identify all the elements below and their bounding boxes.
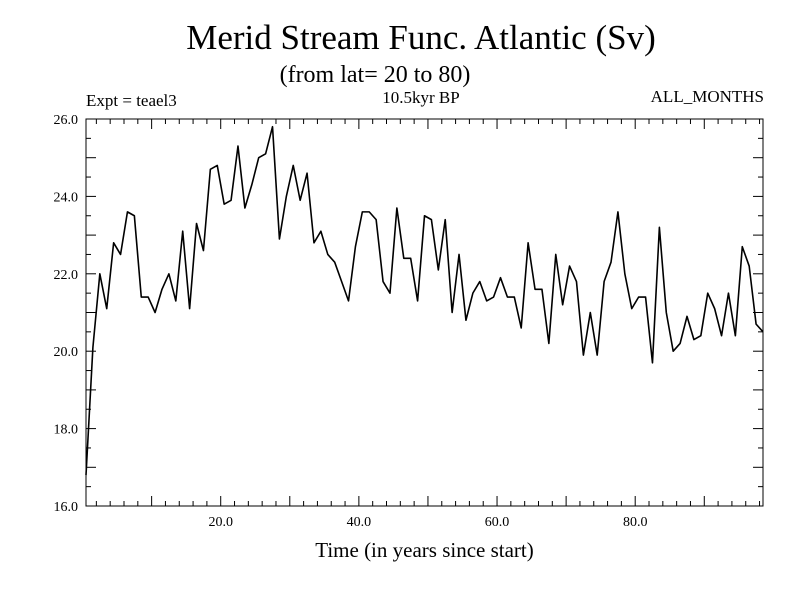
y-tick-label: 18.0 <box>54 423 79 438</box>
x-axis-label: Time (in years since start) <box>315 538 534 562</box>
x-tick-label: 40.0 <box>347 515 372 530</box>
experiment-label: Expt = teael3 <box>86 91 177 110</box>
y-tick-label: 24.0 <box>54 190 79 205</box>
months-label: ALL_MONTHS <box>650 87 764 106</box>
y-tick-label: 16.0 <box>54 500 79 515</box>
y-tick-label: 26.0 <box>54 113 79 128</box>
axis-tick-labels: 20.0 40.0 60.0 80.0 16.0 18.0 20.0 22.0 24.0 26.0 <box>54 113 648 530</box>
x-tick-label: 80.0 <box>623 515 648 530</box>
x-tick-label: 60.0 <box>485 515 510 530</box>
chart-title: Merid Stream Func. Atlantic (Sv) <box>186 18 656 57</box>
plot-frame <box>85 118 764 507</box>
x-tick-label: 20.0 <box>208 515 233 530</box>
period-label: 10.5kyr BP <box>382 88 460 107</box>
series-line <box>85 125 764 476</box>
chart-subtitle: (from lat= 20 to 80) <box>279 62 471 88</box>
y-tick-label: 22.0 <box>54 268 79 283</box>
y-tick-label: 20.0 <box>54 345 79 360</box>
axis-ticks <box>86 119 763 506</box>
